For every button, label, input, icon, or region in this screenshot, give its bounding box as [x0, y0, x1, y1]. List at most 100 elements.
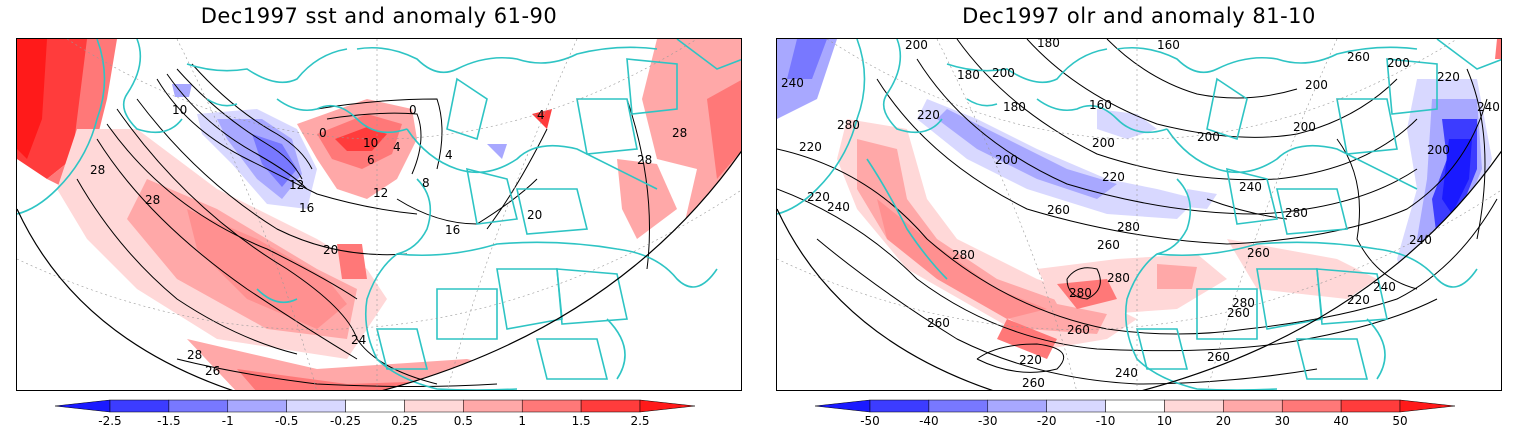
olr-label: 200 [1092, 136, 1115, 150]
olr-colorbar-tick-label: -50 [860, 414, 880, 428]
sst-colorbar-tick-label: 2.5 [630, 414, 649, 428]
olr-colorbar-arrow-max [1399, 399, 1456, 413]
sst-colorbar-tick-label: -0.5 [275, 414, 298, 428]
olr-label: 260 [1207, 350, 1230, 364]
sst-colorbar-segment [580, 399, 641, 413]
sst-shading [17, 39, 741, 390]
olr-colorbar-arrow-min [815, 399, 871, 413]
olr-colorbar-tick-label: 10 [1157, 414, 1172, 428]
olr-label: 240 [1115, 366, 1138, 380]
olr-colorbar-segment [1105, 399, 1165, 413]
olr-label: 160 [1089, 98, 1112, 112]
olr-label: 220 [1102, 170, 1125, 184]
olr-contour-labels: 240 200 180 160 180 220 200 180 160 200 … [781, 39, 1500, 390]
olr-label: 260 [1227, 306, 1250, 320]
sst-label: 10 [363, 136, 378, 150]
olr-label: 200 [1387, 56, 1410, 70]
olr-label: 220 [917, 108, 940, 122]
sst-colorbar-segment [521, 399, 582, 413]
sst-graticule [17, 39, 741, 390]
olr-label: 280 [952, 248, 975, 262]
olr-label: 200 [1427, 143, 1450, 157]
sst-colorbar-segment [404, 399, 464, 413]
olr-label: 280 [1285, 206, 1308, 220]
olr-colorbar-segment [1281, 399, 1342, 413]
sst-label: 10 [172, 103, 187, 117]
sst-label: 28 [145, 193, 160, 207]
sst-coastlines [17, 39, 741, 390]
sst-label: 26 [205, 364, 220, 378]
olr-colorbar-segment [1046, 399, 1106, 413]
olr-colorbar: -50 -40 -30 -20 -10 10 20 30 40 50 [815, 399, 1456, 428]
sst-colorbar-tick-label: 0.25 [391, 414, 418, 428]
olr-colorbar-tick-label: 50 [1392, 414, 1407, 428]
olr-label: 280 [837, 118, 860, 132]
olr-label: 260 [1022, 376, 1045, 390]
sst-colorbar-arrow-max [639, 399, 696, 413]
sst-colorbar-segment [345, 399, 405, 413]
olr-colorbar-segment [1164, 399, 1224, 413]
olr-label: 240 [1409, 233, 1432, 247]
olr-label: 200 [1305, 78, 1328, 92]
sst-colorbar-tick-label: 1 [518, 414, 526, 428]
olr-anomaly-map: 240 200 180 160 180 220 200 180 160 200 … [776, 38, 1502, 391]
olr-label: 280 [1117, 220, 1140, 234]
olr-colorbar-tick-label: -10 [1096, 414, 1116, 428]
sst-label: 0 [319, 126, 327, 140]
olr-colorbar-tick-label: -30 [978, 414, 998, 428]
sst-colorbar-tick-label: -2.5 [98, 414, 121, 428]
sst-label: 28 [637, 153, 652, 167]
olr-label: 220 [1437, 70, 1460, 84]
sst-label: 12 [289, 178, 304, 192]
olr-label: 260 [1067, 323, 1090, 337]
olr-label: 280 [1107, 271, 1130, 285]
sst-colorbar-segment [227, 399, 287, 413]
olr-label: 280 [1232, 296, 1255, 310]
sst-label: 20 [323, 243, 338, 257]
olr-label: 260 [927, 316, 950, 330]
sst-label: 4 [445, 148, 453, 162]
olr-label: 220 [1347, 293, 1370, 307]
sst-colorbar-tick-label: -1 [222, 414, 234, 428]
olr-label: 240 [781, 76, 804, 90]
olr-label: 240 [827, 200, 850, 214]
sst-label: 16 [445, 223, 460, 237]
olr-colorbar-segment [1340, 399, 1401, 413]
olr-label: 260 [1047, 203, 1070, 217]
sst-colorbar-tick-label: 0.5 [454, 414, 473, 428]
olr-label: 200 [995, 153, 1018, 167]
olr-graticule [777, 39, 1501, 390]
olr-colorbar-tick-label: -40 [919, 414, 939, 428]
olr-label: 200 [905, 39, 928, 52]
sst-colorbar-tick-label: -1.5 [157, 414, 180, 428]
olr-colorbar-tick-label: 40 [1333, 414, 1348, 428]
olr-label: 280 [1069, 286, 1092, 300]
olr-contours [777, 39, 1498, 385]
olr-label: 160 [1157, 39, 1180, 52]
olr-label: 200 [1197, 130, 1220, 144]
sst-label: 28 [90, 163, 105, 177]
sst-colorbar-segment [463, 399, 523, 413]
olr-label: 180 [1003, 100, 1026, 114]
sst-colorbar-tick-label: -0.25 [330, 414, 361, 428]
sst-colorbar-segment [109, 399, 170, 413]
sst-colorbar-segment [286, 399, 346, 413]
sst-label: 28 [187, 348, 202, 362]
sst-label: 28 [672, 126, 687, 140]
olr-label: 220 [807, 190, 830, 204]
sst-label: 4 [393, 140, 401, 154]
sst-colorbar-arrow-min [55, 399, 111, 413]
sst-colorbar-segment [168, 399, 229, 413]
olr-colorbar-tick-label: -20 [1037, 414, 1057, 428]
sst-label: 20 [527, 208, 542, 222]
sst-label: 0 [409, 103, 417, 117]
olr-label: 260 [1097, 238, 1120, 252]
sst-label: 24 [351, 333, 366, 347]
olr-label: 220 [1019, 353, 1042, 367]
olr-label: 240 [1239, 180, 1262, 194]
olr-colorbar-segment [869, 399, 930, 413]
olr-label: 200 [992, 66, 1015, 80]
sst-label: 12 [373, 186, 388, 200]
olr-colorbar-segment [1223, 399, 1283, 413]
olr-panel-title: Dec1997 olr and anomaly 81-10 [962, 4, 1316, 28]
